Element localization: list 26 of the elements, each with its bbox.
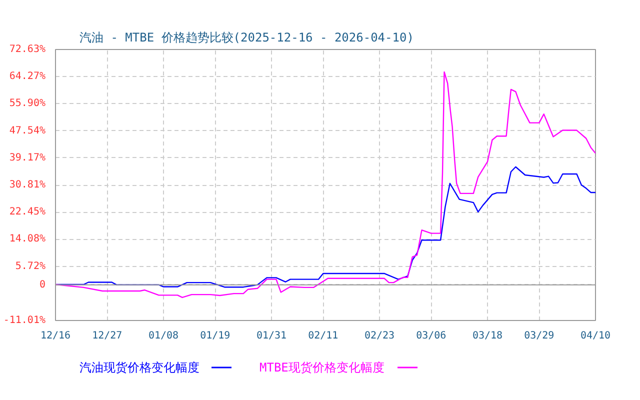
x-tick-label: 12/16 <box>40 330 71 342</box>
y-tick-label: 22.45% <box>9 206 46 218</box>
y-tick-label: 0 <box>39 279 46 290</box>
y-tick-label: 5.72% <box>15 260 46 272</box>
x-tick-label: 03/06 <box>416 330 446 342</box>
x-tick-label: 12/27 <box>92 330 122 342</box>
y-tick-label: 72.63% <box>9 44 46 55</box>
x-tick-label: 03/29 <box>524 330 554 342</box>
legend-label: 汽油现货价格变化幅度 <box>80 360 200 374</box>
y-tick-label: 55.90% <box>9 98 46 110</box>
x-tick-label: 02/11 <box>308 330 338 342</box>
y-tick-label: 64.27% <box>9 71 46 82</box>
x-tick-label: 01/19 <box>200 330 230 342</box>
chart-title: 汽油 - MTBE 价格趋势比较(2025-12-16 - 2026-04-10) <box>80 30 414 44</box>
legend-label: MTBE现货价格变化幅度 <box>260 360 384 374</box>
line-series <box>56 71 596 298</box>
x-tick-label: 01/31 <box>256 330 287 342</box>
y-tick-label: 47.54% <box>9 125 46 136</box>
x-tick-label: 01/08 <box>148 330 179 342</box>
x-tick-label: 02/23 <box>364 330 395 342</box>
y-tick-label: -11.01% <box>3 315 46 326</box>
x-tick-label: 03/18 <box>472 330 503 342</box>
x-tick-label: 04/10 <box>580 330 611 342</box>
y-tick-label: 14.08% <box>9 234 46 245</box>
y-tick-label: 30.81% <box>9 180 46 190</box>
y-tick-label: 39.17% <box>9 152 46 164</box>
